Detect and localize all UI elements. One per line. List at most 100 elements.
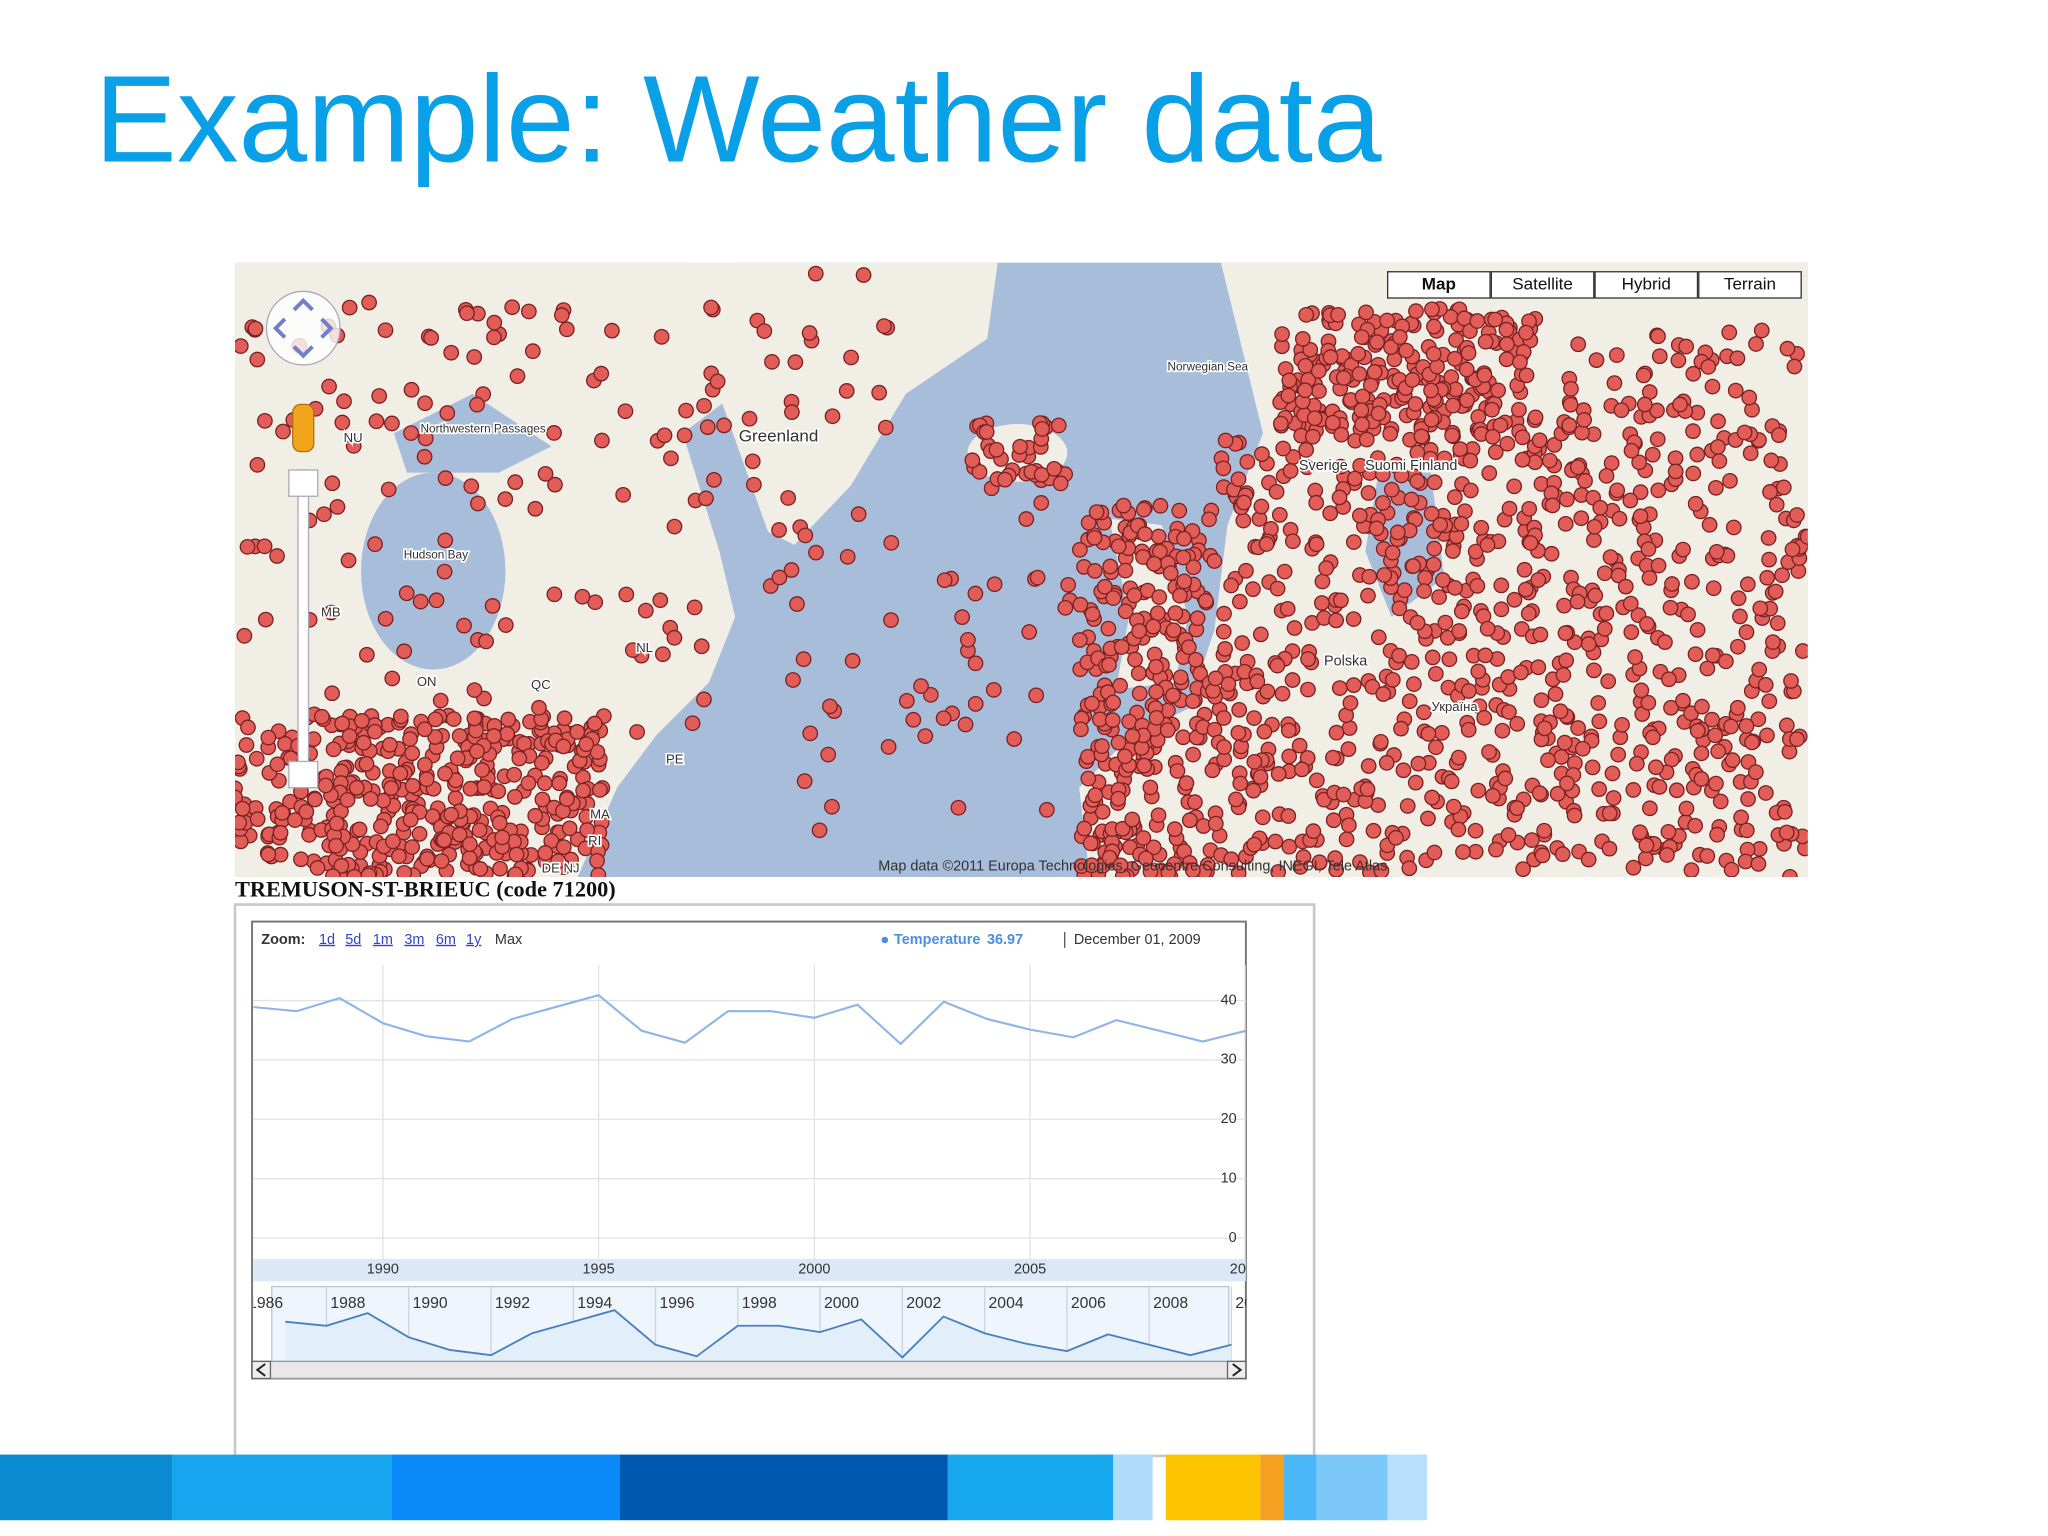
station-marker xyxy=(1590,695,1607,711)
zoom-option[interactable]: 5d xyxy=(345,932,361,948)
station-marker xyxy=(1530,659,1547,676)
station-marker xyxy=(524,343,541,360)
station-marker xyxy=(1580,851,1597,868)
station-marker xyxy=(1088,504,1105,520)
station-marker xyxy=(1359,781,1376,798)
station-marker xyxy=(1280,387,1297,404)
station-marker xyxy=(785,672,801,688)
station-marker xyxy=(917,728,934,744)
zoom-option[interactable]: 3m xyxy=(404,932,424,948)
station-marker xyxy=(1162,565,1179,581)
station-marker xyxy=(843,349,859,366)
station-marker xyxy=(1086,529,1103,546)
station-marker xyxy=(1340,741,1357,758)
station-marker xyxy=(1447,579,1463,596)
station-marker xyxy=(824,408,841,425)
station-marker xyxy=(1269,580,1286,597)
station-marker xyxy=(1306,410,1323,427)
zoom-in[interactable] xyxy=(288,469,319,497)
station-marker xyxy=(1501,500,1518,517)
pan-control[interactable] xyxy=(265,290,341,366)
zoom-option[interactable]: 1y xyxy=(466,932,482,948)
station-marker xyxy=(546,586,563,603)
station-marker xyxy=(334,715,351,732)
station-marker xyxy=(1135,830,1152,846)
zoom-option[interactable]: 1m xyxy=(373,932,393,948)
zoom-option[interactable]: Max xyxy=(495,932,523,948)
station-marker xyxy=(1215,710,1232,726)
station-marker xyxy=(1515,861,1531,877)
station-marker xyxy=(1052,475,1069,492)
station-marker xyxy=(248,750,265,767)
x-tick-label: 1990 xyxy=(367,1261,399,1277)
station-marker xyxy=(494,829,511,846)
map-type-button[interactable] xyxy=(1386,271,1491,299)
y-tick-label: 0 xyxy=(1229,1230,1237,1246)
y-tick-label: 30 xyxy=(1221,1052,1237,1068)
station-marker xyxy=(1446,489,1463,506)
station-marker xyxy=(589,852,605,869)
station-marker xyxy=(367,536,383,553)
station-marker xyxy=(385,833,401,850)
station-marker xyxy=(1761,693,1778,710)
station-marker xyxy=(348,779,365,796)
station-marker xyxy=(1709,439,1726,455)
station-marker xyxy=(1606,375,1623,391)
station-marker xyxy=(699,419,716,436)
station-marker xyxy=(234,800,251,817)
station-marker xyxy=(1644,446,1661,463)
zoom-option[interactable]: 1d xyxy=(319,932,335,948)
station-marker xyxy=(795,651,812,668)
station-marker xyxy=(1145,618,1162,635)
station-marker xyxy=(1176,573,1193,590)
station-marker xyxy=(652,592,669,609)
station-marker xyxy=(1167,605,1184,621)
station-marker xyxy=(293,851,309,868)
zoom-out[interactable] xyxy=(288,760,319,789)
station-marker xyxy=(1460,345,1477,361)
station-marker xyxy=(1383,339,1399,356)
station-marker xyxy=(1295,849,1312,865)
station-marker xyxy=(443,344,460,361)
station-marker xyxy=(579,822,596,838)
station-marker xyxy=(1588,352,1605,368)
station-marker xyxy=(1235,512,1252,529)
station-marker xyxy=(1256,723,1273,740)
station-marker xyxy=(1651,779,1668,795)
map-type-button[interactable] xyxy=(1594,271,1699,299)
scroll-left[interactable] xyxy=(251,1360,272,1380)
station-marker xyxy=(1481,744,1497,760)
station-marker xyxy=(486,329,502,346)
station-marker xyxy=(1353,402,1370,419)
station-marker xyxy=(1308,536,1325,553)
station-marker xyxy=(1409,473,1426,490)
map-type-button[interactable] xyxy=(1490,271,1595,299)
station-marker xyxy=(506,766,523,783)
station-marker xyxy=(1683,862,1700,877)
station-marker xyxy=(1230,724,1247,741)
station-marker xyxy=(1324,414,1341,431)
zoom-option[interactable]: 6m xyxy=(436,932,456,948)
station-marker xyxy=(1084,695,1100,712)
station-marker xyxy=(1750,856,1767,872)
footer-segment xyxy=(1260,1454,1284,1521)
zoom-slider[interactable] xyxy=(297,469,310,786)
station-marker xyxy=(1705,580,1722,597)
pegman[interactable] xyxy=(292,403,315,453)
station-marker xyxy=(1707,727,1724,744)
station-marker xyxy=(1577,472,1593,489)
scroll-right[interactable] xyxy=(1226,1360,1247,1380)
map-type-button[interactable] xyxy=(1698,271,1802,299)
station-marker xyxy=(1506,591,1523,608)
station-marker xyxy=(787,354,804,371)
station-name: TREMUSON-ST-BRIEUC (code 71200) xyxy=(235,877,616,902)
station-marker xyxy=(822,698,838,715)
station-marker xyxy=(451,728,468,744)
station-marker xyxy=(1354,416,1370,433)
station-marker xyxy=(1311,854,1328,871)
station-marker xyxy=(1330,306,1346,323)
station-marker xyxy=(1382,425,1399,442)
station-marker xyxy=(272,824,289,841)
station-marker xyxy=(1520,605,1537,622)
scrollbar[interactable] xyxy=(251,1360,1247,1380)
